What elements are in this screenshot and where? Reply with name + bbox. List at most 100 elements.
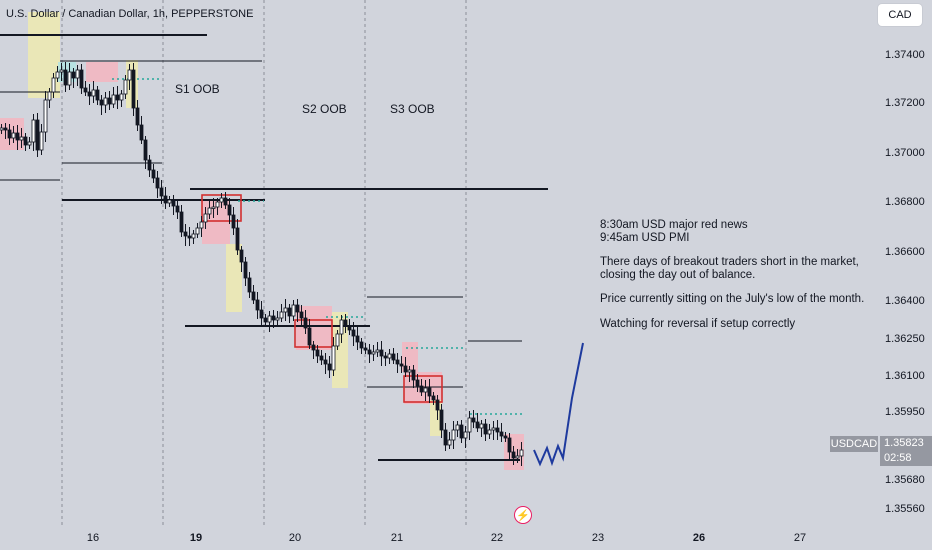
candle-body xyxy=(15,132,20,141)
price-scale-label: 1.37000 xyxy=(885,147,925,159)
candle-body xyxy=(99,99,104,106)
candle-body xyxy=(287,307,292,317)
price-scale-label: 1.35560 xyxy=(885,503,925,515)
candle-body xyxy=(447,439,452,446)
price-scale-label: 1.36400 xyxy=(885,295,925,307)
candle-body xyxy=(491,427,496,431)
candle-body xyxy=(251,291,256,301)
date-scale-label: 20 xyxy=(288,532,302,544)
annotation-line: Watching for reversal if setup correctly xyxy=(600,317,796,330)
candle-body xyxy=(67,71,72,86)
candle-body xyxy=(211,206,216,209)
candle-body xyxy=(175,205,180,213)
price-scale-label: 1.36800 xyxy=(885,196,925,208)
price-scale-label: 1.35680 xyxy=(885,474,925,486)
candle-body xyxy=(19,136,24,141)
price-scale-label: 1.36600 xyxy=(885,246,925,258)
candle-body xyxy=(271,315,276,321)
symbol-title[interactable]: U.S. Dollar / Canadian Dollar, 1h, PEPPE… xyxy=(6,8,254,20)
candle-body xyxy=(451,429,456,441)
candle-body xyxy=(419,385,424,393)
candle-body xyxy=(119,93,124,101)
annotation-line: There days of breakout traders short in … xyxy=(600,256,859,281)
order-block-box xyxy=(403,375,443,403)
candle-body xyxy=(143,139,148,161)
candle-body xyxy=(315,349,320,357)
currency-button[interactable]: CAD xyxy=(878,4,922,26)
candle-body xyxy=(135,107,140,126)
candle-body xyxy=(219,197,224,203)
price-scale-label: 1.36250 xyxy=(885,333,925,345)
candle-body xyxy=(79,69,84,89)
candle-body xyxy=(347,325,352,331)
price-scale-label: 1.37200 xyxy=(885,97,925,109)
candle-body xyxy=(455,424,460,431)
candle-body xyxy=(279,311,284,319)
candle-body xyxy=(467,417,472,433)
candle-body xyxy=(171,199,176,207)
candle-body xyxy=(299,311,304,319)
candle-body xyxy=(191,233,196,239)
candle-body xyxy=(115,94,120,101)
candle-body xyxy=(355,335,360,343)
candle-body xyxy=(515,455,520,459)
date-scale-label: 27 xyxy=(793,532,807,544)
candle-body xyxy=(195,227,200,235)
candle-body xyxy=(155,177,160,189)
candle-body xyxy=(507,437,512,453)
candle-body xyxy=(107,97,112,105)
candle-body xyxy=(87,91,92,97)
candle-body xyxy=(235,227,240,251)
candle-body xyxy=(43,99,48,133)
candle-body xyxy=(267,315,272,323)
candle-body xyxy=(439,409,444,431)
candle-body xyxy=(379,349,384,357)
candle-body xyxy=(47,91,52,101)
text-annotation[interactable]: 8:30am USD major red news 9:45am USD PMI… xyxy=(600,219,880,330)
session-label-s3: S3 OOB xyxy=(390,102,435,116)
candle-body xyxy=(131,69,136,109)
candle-body xyxy=(391,353,396,361)
candle-body xyxy=(403,365,408,373)
candle-body xyxy=(127,69,132,81)
candle-body xyxy=(51,77,56,93)
candle-body xyxy=(291,304,296,317)
candle-body xyxy=(35,119,40,151)
candle-body xyxy=(415,379,420,387)
candle-body xyxy=(307,327,312,346)
last-price-value: 1.35823 xyxy=(884,437,924,449)
candle-body xyxy=(503,435,508,439)
candle-body xyxy=(463,431,468,439)
candle-body xyxy=(275,317,280,321)
candle-body xyxy=(259,309,264,319)
candle-body xyxy=(83,87,88,93)
candle-body xyxy=(343,319,348,327)
candle-body xyxy=(487,429,492,435)
candle-body xyxy=(475,421,480,429)
candle-body xyxy=(91,89,96,97)
candle-body xyxy=(427,387,432,397)
candle-body xyxy=(139,124,144,141)
candle-body xyxy=(327,363,332,371)
candle-body xyxy=(335,333,340,347)
candle-body xyxy=(311,344,316,351)
candle-body xyxy=(295,304,300,313)
symbol-badge: USDCAD xyxy=(830,436,878,452)
date-scale-label: 22 xyxy=(490,532,504,544)
candle-body xyxy=(303,317,308,329)
candle-body xyxy=(363,347,368,351)
candle-body xyxy=(39,131,44,151)
candle-body xyxy=(243,261,248,279)
candle-body xyxy=(231,214,236,229)
session-label-s1: S1 OOB xyxy=(175,82,220,96)
candle-body xyxy=(411,369,416,381)
candle-body xyxy=(223,197,228,206)
candle-body xyxy=(319,355,324,361)
highlight-zone xyxy=(86,62,118,82)
candle-body xyxy=(11,132,16,139)
candle-body xyxy=(207,207,212,215)
flash-icon[interactable]: ⚡ xyxy=(514,506,532,524)
annotation-line: 9:45am USD PMI xyxy=(600,231,690,244)
